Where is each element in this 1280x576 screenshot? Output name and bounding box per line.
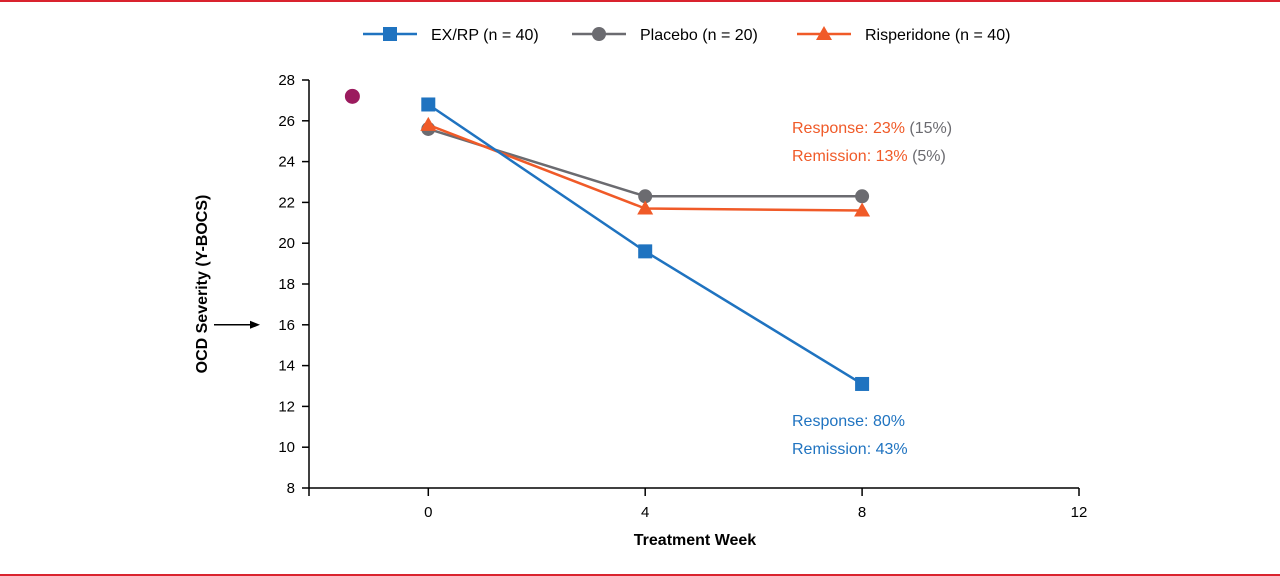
legend-label: Risperidone (n = 40) [865,27,1010,44]
top-border [0,0,1280,2]
svg-text:Remission: 13% (5%): Remission: 13% (5%) [792,148,946,165]
y-tick-label: 14 [278,358,295,375]
legend-marker-icon [383,27,397,41]
y-tick-label: 16 [278,317,295,334]
series-line [427,103,863,386]
x-tick-label: 8 [858,504,866,521]
data-point [638,189,653,204]
x-tick-label: 4 [641,504,649,521]
risperidone-remission: Remission: 13% [792,148,908,165]
legend-item: Risperidone (n = 40) [797,26,1010,44]
x-tick-label: 0 [424,504,432,521]
arrow-icon [250,320,260,329]
y-tick-label: 12 [278,398,295,415]
x-tick-label: 12 [1071,504,1088,521]
axes: 8 10 12 14 16 18 20 22 24 26 28 0 4 8 12 [214,72,1087,521]
data-point [855,189,870,204]
data-point [854,202,871,217]
y-axis-label: OCD Severity (Y-BOCS) [194,195,211,374]
placebo-response: (15%) [909,120,952,137]
legend-item: EX/RP (n = 40) [363,27,539,44]
data-point [420,116,437,131]
exrp-annotation: Response: 80% Remission: 43% [792,413,908,458]
data-point [638,244,653,259]
data-point [421,97,436,112]
exrp-remission: Remission: 43% [792,441,908,458]
legend-marker-icon [816,26,832,40]
risperidone-response: Response: 23% [792,120,905,137]
y-tick-label: 24 [278,154,295,171]
y-tick-label: 20 [278,235,295,252]
y-tick-label: 18 [278,276,295,293]
y-tick-label: 26 [278,113,295,130]
svg-text:Response: 23% (15%): Response: 23% (15%) [792,120,952,137]
risperidone-annotation: Response: 23% (15%) Remission: 13% (5%) [792,120,952,165]
data-point [855,376,870,391]
y-tick-label: 10 [278,439,295,456]
series-group [344,88,871,391]
placebo-remission: (5%) [912,148,946,165]
exrp-response: Response: 80% [792,413,905,430]
legend-label: Placebo (n = 20) [640,27,758,44]
x-axis-label: Treatment Week [634,532,757,549]
data-point [637,200,654,215]
y-tick-label: 8 [287,480,295,497]
legend-marker-icon [592,27,606,41]
legend: EX/RP (n = 40) Placebo (n = 20) Risperidon… [363,26,1010,44]
baseline-point [344,88,360,104]
y-tick-label: 22 [278,194,295,211]
y-tick-label: 28 [278,72,295,89]
bottom-border [0,574,1280,576]
legend-item: Placebo (n = 20) [572,27,758,44]
series-square [421,97,870,391]
legend-label: EX/RP (n = 40) [431,27,539,44]
